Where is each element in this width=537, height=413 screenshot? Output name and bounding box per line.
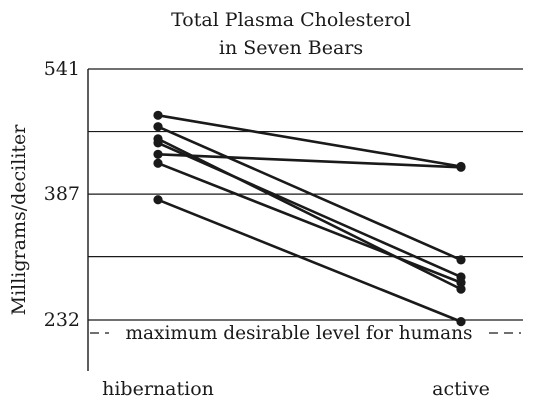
y-tick-label-387: 387	[44, 183, 80, 205]
x-category-labels: hibernation active	[102, 378, 490, 400]
data-points	[153, 110, 466, 327]
data-point-7-hibernation	[153, 195, 163, 205]
reference-line-group: maximum desirable level for humans	[90, 323, 521, 344]
y-tick-label-232: 232	[44, 309, 80, 331]
series-line-1	[156, 114, 463, 168]
data-point-5-hibernation	[153, 149, 163, 159]
series-line-4	[156, 141, 463, 279]
x-category-label-hibernation: hibernation	[102, 378, 214, 400]
chart-title-line-1: Total Plasma Cholesterol	[171, 9, 411, 31]
data-point-3-active	[456, 284, 466, 294]
y-tick-labels: 232 387 541	[44, 58, 80, 331]
x-category-label-active: active	[432, 378, 490, 400]
data-point-5-active	[456, 162, 466, 172]
y-axis-label: Milligrams/deciliter	[8, 124, 30, 316]
series-line-7	[156, 198, 463, 323]
series-line-6	[156, 161, 463, 284]
reference-line-label: maximum desirable level for humans	[125, 323, 472, 344]
chart-title: Total Plasma Cholesterol in Seven Bears	[171, 9, 411, 59]
series-line-5	[156, 152, 463, 169]
data-point-2-hibernation	[153, 122, 163, 132]
data-point-1-hibernation	[153, 110, 163, 120]
y-tick-label-541: 541	[44, 58, 80, 80]
chart-title-line-2: in Seven Bears	[219, 37, 363, 59]
data-point-7-active	[456, 317, 466, 327]
series-line-2	[156, 125, 463, 262]
data-point-2-active	[456, 255, 466, 265]
data-point-6-hibernation	[153, 158, 163, 168]
data-point-6-active	[456, 278, 466, 288]
series-lines	[156, 114, 463, 323]
data-point-4-hibernation	[153, 138, 163, 148]
